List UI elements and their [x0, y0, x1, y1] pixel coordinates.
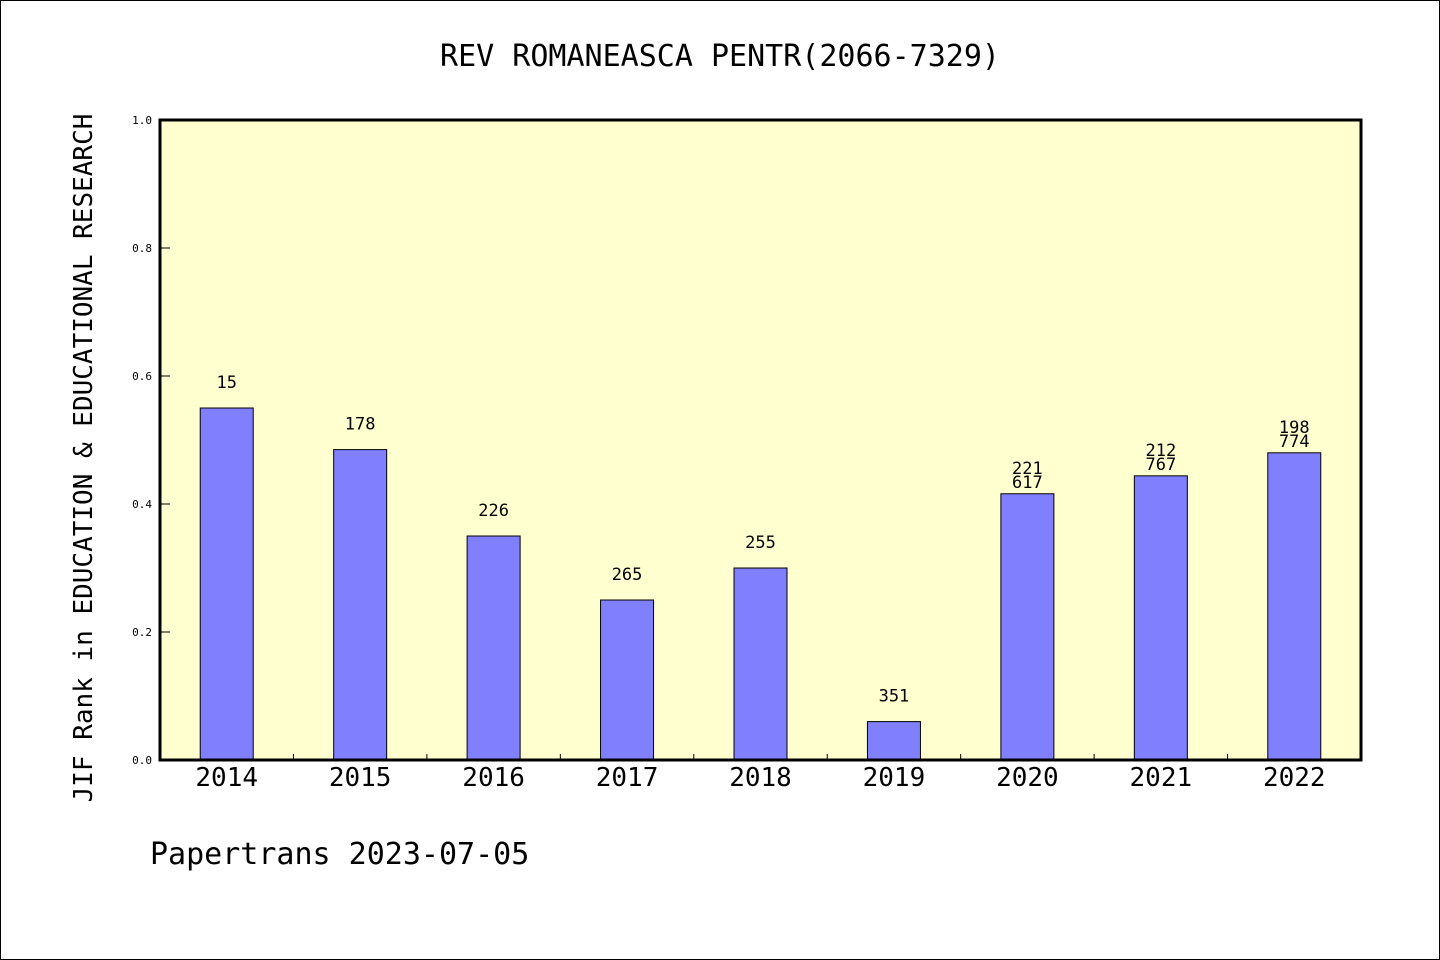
- bar-value-label: 15: [216, 373, 236, 393]
- x-tick-label: 2014: [195, 763, 258, 793]
- y-tick-label: 0.8: [132, 242, 152, 255]
- bar-value-label: 255: [745, 533, 776, 553]
- plot-border: [158, 118, 1363, 762]
- y-tick-label: 0.4: [132, 498, 152, 511]
- x-tick-label: 2018: [729, 763, 792, 793]
- y-axis-ticks: 0.0 0.2 0.4 0.6 0.8 1.0: [132, 114, 170, 767]
- y-tick-label: 0.6: [132, 370, 152, 383]
- bar-2019: [866, 721, 921, 761]
- bar-value-label: 265: [612, 565, 643, 585]
- x-tick-label: 2015: [329, 763, 392, 793]
- x-tick-label: 2021: [1130, 763, 1193, 793]
- bar-value-label: 351: [879, 687, 910, 707]
- y-axis-label: JIF Rank in EDUCATION & EDUCATIONAL RESE…: [69, 114, 99, 803]
- bars: [199, 407, 1322, 761]
- bar-value-label: 774: [1279, 432, 1310, 452]
- bar-value-label: 226: [478, 501, 509, 521]
- x-tick-label: 2022: [1263, 763, 1326, 793]
- footer-date: Papertrans 2023-07-05: [150, 837, 529, 872]
- bar-value-label: 212: [1145, 441, 1176, 461]
- x-tick-label: 2019: [863, 763, 926, 793]
- bar-value-label: 221: [1012, 459, 1043, 479]
- bar-value-label: 617: [1012, 473, 1043, 493]
- bar-2015: [333, 449, 388, 761]
- bar-2021: [1133, 475, 1188, 761]
- chart-title: REV ROMANEASCA PENTR(2066-7329): [440, 39, 1000, 74]
- bar-2016: [466, 535, 521, 761]
- y-tick-label: 1.0: [132, 114, 152, 127]
- x-axis-ticks: 2014 2015 2016 2017 2018 2019 2020 2021 2022: [195, 754, 1326, 793]
- x-tick-label: 2016: [462, 763, 525, 793]
- bar-2018: [733, 567, 788, 761]
- bar-2017: [600, 599, 655, 761]
- bar-value-label: 767: [1145, 455, 1176, 475]
- bar-2014: [199, 407, 254, 761]
- bar-2022: [1267, 452, 1322, 761]
- x-tick-label: 2017: [596, 763, 659, 793]
- bar-value-label: 178: [345, 415, 376, 435]
- x-tick-label: 2020: [996, 763, 1059, 793]
- y-tick-label: 0.0: [132, 754, 152, 767]
- y-tick-label: 0.2: [132, 626, 152, 639]
- bar-2020: [1000, 493, 1055, 761]
- bar-value-label: 198: [1279, 418, 1310, 438]
